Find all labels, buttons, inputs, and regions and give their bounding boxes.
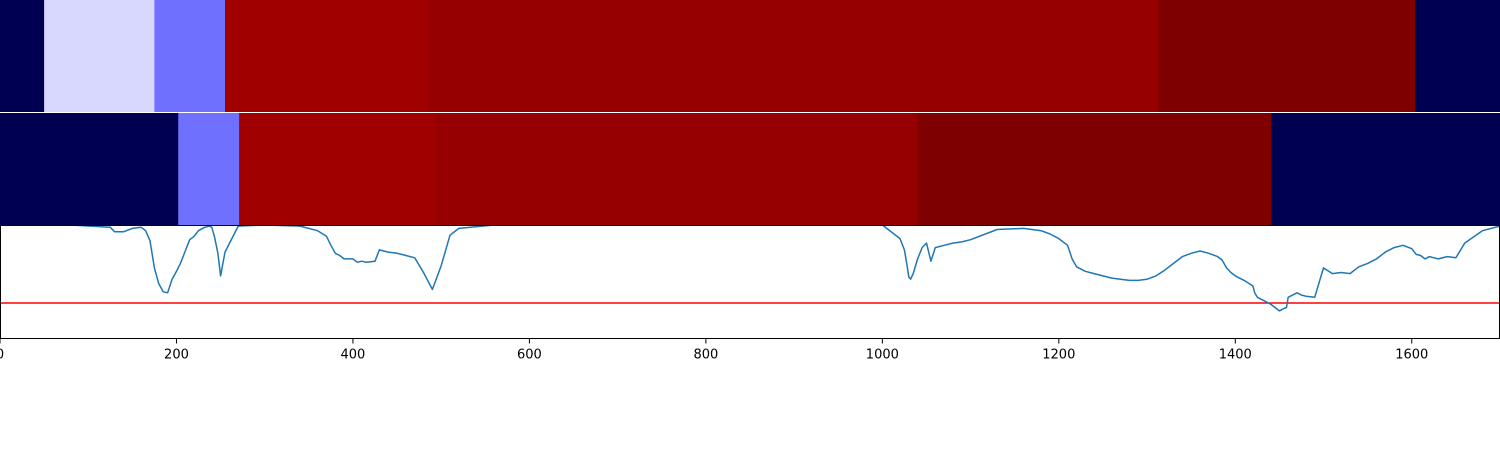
bottom-band-segment-5 xyxy=(917,113,1272,225)
line-plot-area xyxy=(0,225,1500,339)
x-tick-label-600: 600 xyxy=(517,348,542,363)
x-tick-label-400: 400 xyxy=(341,348,366,363)
x-axis: 0 200 400 600 800 1000 1200 1400 1600 xyxy=(0,338,1428,363)
bottom-band-segment-6 xyxy=(1271,113,1500,225)
x-tick-label-1200: 1200 xyxy=(1042,348,1075,363)
bottom-band-segment-2 xyxy=(178,113,240,225)
plot-background xyxy=(0,225,1500,338)
x-tick-label-200: 200 xyxy=(164,348,189,363)
top-band-segment-4 xyxy=(225,0,429,112)
x-tick-label-1000: 1000 xyxy=(866,348,899,363)
top-band-segment-3 xyxy=(154,0,226,112)
top-band-segment-5 xyxy=(427,0,1160,112)
x-tick-label-1600: 1600 xyxy=(1395,348,1428,363)
segment-band-top xyxy=(0,0,1500,112)
bottom-band-segment-1 xyxy=(0,113,179,225)
segment-band-bottom xyxy=(0,113,1500,225)
x-tick-label-1400: 1400 xyxy=(1219,348,1252,363)
bottom-band-segment-4 xyxy=(435,113,919,225)
x-tick-label-800: 800 xyxy=(693,348,718,363)
series-line-signal xyxy=(70,225,1500,312)
top-band-segment-6 xyxy=(1158,0,1416,112)
top-band-segment-7 xyxy=(1415,0,1500,112)
bottom-band-segment-3 xyxy=(239,113,437,225)
x-tick-label-0: 0 xyxy=(0,348,4,363)
top-band-segment-2 xyxy=(44,0,155,112)
top-band-segment-1 xyxy=(0,0,45,112)
